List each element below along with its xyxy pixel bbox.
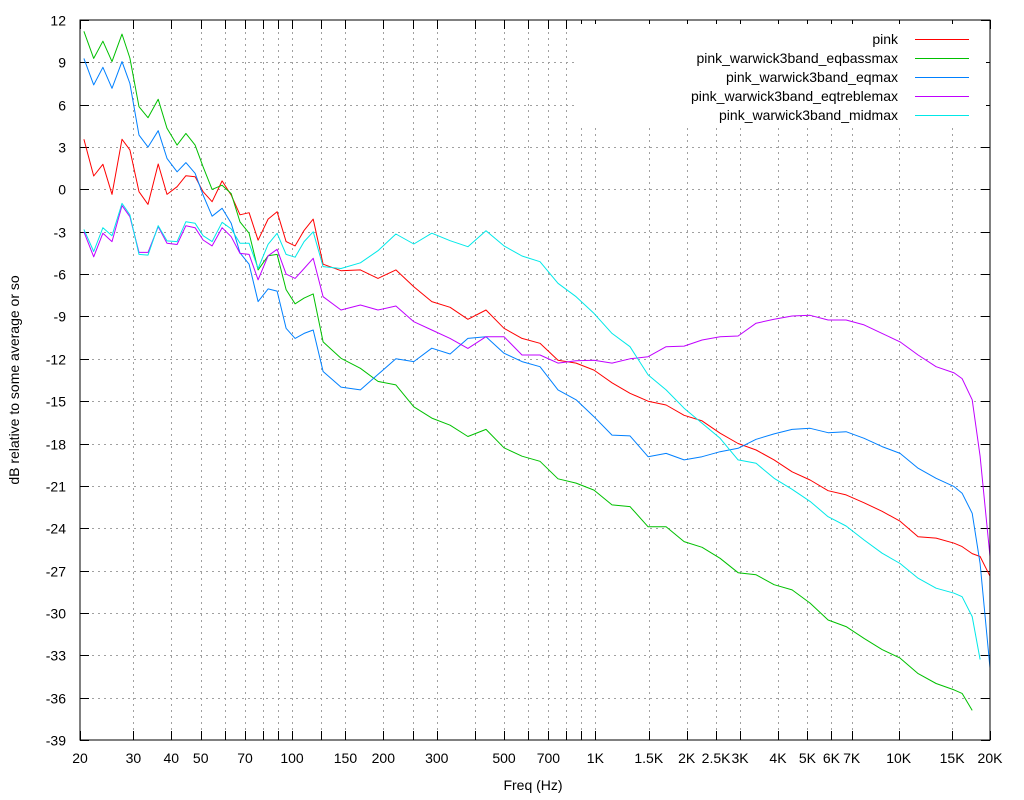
- x-tick-label: 3K: [732, 750, 750, 766]
- legend-label: pink: [872, 31, 899, 47]
- x-tick-label: 40: [164, 750, 180, 766]
- y-tick-label: -27: [46, 564, 66, 580]
- x-tick-label: 1K: [587, 750, 605, 766]
- legend-background: [578, 24, 986, 126]
- y-tick-label: -18: [46, 437, 66, 453]
- y-tick-label: -12: [46, 352, 66, 368]
- legend-label: pink_warwick3band_midmax: [719, 107, 898, 123]
- legend-item: pink_warwick3band_eqmax: [726, 69, 969, 85]
- y-axis-title: dB relative to some average or so: [6, 275, 22, 485]
- x-tick-label: 70: [237, 750, 253, 766]
- legend: pink pink_warwick3band_eqbassmax pink_warw…: [691, 31, 969, 123]
- y-tick-label: -15: [46, 394, 66, 410]
- x-tick-label: 20: [72, 750, 88, 766]
- legend-item: pink_warwick3band_eqbassmax: [696, 50, 969, 66]
- legend-box: [578, 24, 986, 126]
- y-tick-label: 12: [50, 13, 66, 29]
- y-tick-label: -33: [46, 648, 66, 664]
- x-tick-label: 150: [334, 750, 358, 766]
- series-line-4: [83, 202, 981, 660]
- legend-label: pink_warwick3band_eqtreblemax: [691, 88, 898, 104]
- y-tick-label: 9: [58, 55, 66, 71]
- series-line-0: [83, 138, 991, 577]
- y-tick-label: -9: [54, 309, 67, 325]
- plot-border: [79, 19, 991, 741]
- series-line-1: [83, 31, 973, 711]
- legend-item: pink_warwick3band_eqtreblemax: [691, 88, 969, 104]
- x-tick-label: 50: [193, 750, 209, 766]
- x-axis-title: Freq (Hz): [503, 777, 562, 793]
- grid: [80, 20, 990, 740]
- x-tick-label: 200: [372, 750, 396, 766]
- x-tick-label: 20K: [978, 750, 1004, 766]
- x-tick-label: 700: [537, 750, 561, 766]
- x-tick-label: 6K: [823, 750, 841, 766]
- legend-label: pink_warwick3band_eqmax: [726, 69, 898, 85]
- series-line-2: [83, 58, 991, 669]
- x-tick-label: 30: [126, 750, 142, 766]
- y-tick-label: -3: [54, 225, 67, 241]
- legend-item: pink_warwick3band_midmax: [719, 107, 969, 123]
- x-tick-label: 1.5K: [634, 750, 663, 766]
- axis-ticks: 129630-3-6-9-12-15-18-21-24-27-30-33-36-…: [46, 13, 1003, 767]
- y-tick-label: -6: [54, 267, 67, 283]
- y-tick-label: 3: [58, 140, 66, 156]
- x-tick-label: 2K: [678, 750, 696, 766]
- x-tick-label: 300: [425, 750, 449, 766]
- series-lines: [83, 31, 991, 711]
- y-tick-label: 6: [58, 98, 66, 114]
- x-tick-label: 15K: [940, 750, 966, 766]
- x-tick-label: 100: [280, 750, 304, 766]
- x-tick-label: 10K: [886, 750, 912, 766]
- x-tick-label: 500: [492, 750, 516, 766]
- y-tick-label: -36: [46, 691, 66, 707]
- x-tick-label: 2.5K: [702, 750, 731, 766]
- x-tick-label: 7K: [843, 750, 861, 766]
- y-tick-label: -21: [46, 479, 66, 495]
- series-line-3: [83, 205, 991, 557]
- y-tick-label: -39: [46, 733, 66, 749]
- y-tick-label: 0: [58, 182, 66, 198]
- x-tick-label: 5K: [799, 750, 817, 766]
- y-tick-label: -30: [46, 606, 66, 622]
- x-tick-label: 4K: [769, 750, 787, 766]
- y-tick-label: -24: [46, 521, 66, 537]
- legend-item: pink: [872, 31, 969, 47]
- legend-label: pink_warwick3band_eqbassmax: [696, 50, 898, 66]
